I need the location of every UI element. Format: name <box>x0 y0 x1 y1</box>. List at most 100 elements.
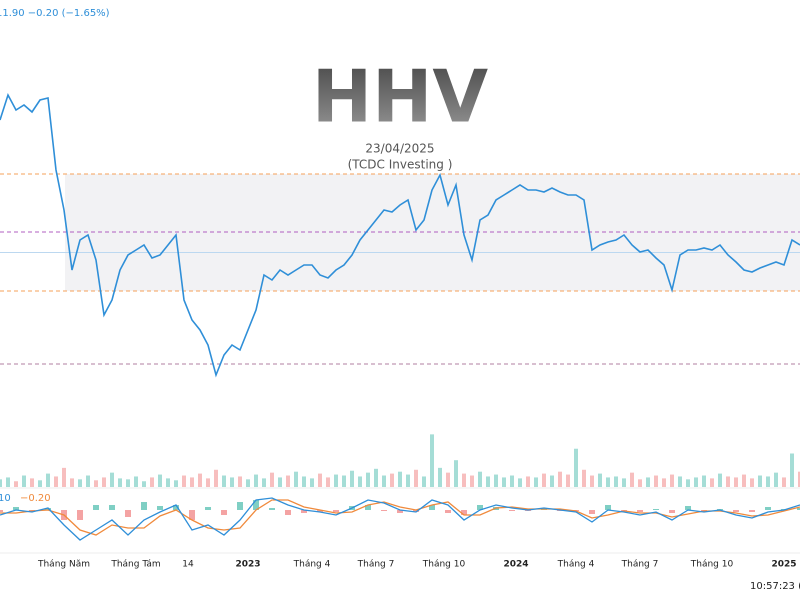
volume-bar <box>390 473 394 487</box>
volume-bar <box>790 453 794 487</box>
volume-bar <box>134 476 138 487</box>
volume-bar <box>430 434 434 487</box>
macd-histogram <box>397 510 403 513</box>
x-tick-label: Tháng Năm <box>37 560 90 570</box>
macd-histogram <box>797 508 800 510</box>
time-label: 10:57:23 (U <box>750 581 800 592</box>
volume-bar <box>614 476 618 487</box>
macd-line <box>0 497 800 541</box>
volume-bar <box>534 477 538 487</box>
macd-histogram <box>285 510 291 515</box>
volume-bar <box>286 475 290 487</box>
volume-bar <box>14 481 18 487</box>
macd-histogram <box>317 510 323 512</box>
macd-histogram <box>301 510 307 513</box>
volume-bar <box>46 473 50 487</box>
volume-bar <box>798 471 800 487</box>
volume-bar <box>606 477 610 487</box>
macd-histogram <box>45 508 51 510</box>
volume-bar <box>6 477 10 487</box>
x-tick-label: 2023 <box>235 560 260 570</box>
volume-bar <box>246 479 250 487</box>
x-tick-label: Tháng 7 <box>357 560 395 570</box>
macd-histogram <box>637 510 643 512</box>
macd-histogram <box>365 505 371 510</box>
volume-bar <box>30 478 34 487</box>
macd-histogram <box>221 510 227 515</box>
volume-bar <box>94 480 98 487</box>
watermark-date: 23/04/2025 <box>365 142 434 156</box>
volume-bar <box>302 476 306 487</box>
volume-bar <box>750 478 754 487</box>
volume-bar <box>438 467 442 487</box>
volume-bar <box>646 477 650 487</box>
volume-bar <box>0 479 2 487</box>
macd-histogram <box>685 506 691 510</box>
volume-bar <box>182 475 186 487</box>
macd-histogram <box>589 510 595 514</box>
volume-bar <box>150 477 154 487</box>
volume-bar <box>558 471 562 487</box>
signal-value: −0.20 <box>20 493 51 504</box>
macd-histogram <box>381 510 387 511</box>
watermark-symbol: HHV <box>312 55 489 139</box>
volume-bar <box>550 475 554 487</box>
volume-bar <box>486 476 490 487</box>
macd-histogram <box>669 510 675 513</box>
volume-bar <box>766 476 770 487</box>
volume-bar <box>222 475 226 487</box>
volume-bar <box>110 472 114 487</box>
x-tick-label: Tháng 10 <box>690 560 734 570</box>
volume-bar <box>270 472 274 487</box>
macd-histogram <box>93 505 99 510</box>
volume-bar <box>262 478 266 487</box>
x-tick-label: Tháng 4 <box>293 560 331 570</box>
volume-bar <box>334 474 338 487</box>
volume-bar <box>566 474 570 487</box>
macd-histogram <box>733 510 739 512</box>
volume-bar <box>278 477 282 487</box>
x-tick-label: 2024 <box>503 560 528 570</box>
volume-bar <box>678 476 682 487</box>
macd-histogram <box>237 502 243 510</box>
x-tick-label: 2025 <box>771 560 796 570</box>
x-tick-label: Tháng 4 <box>557 560 595 570</box>
macd-histogram <box>605 505 611 510</box>
volume-bar <box>694 477 698 487</box>
volume-bar <box>710 478 714 487</box>
volume-bar <box>62 467 66 487</box>
price-line-series <box>0 92 800 378</box>
volume-bar <box>494 474 498 487</box>
volume-bar <box>470 475 474 487</box>
volume-bar <box>734 477 738 487</box>
volume-bar <box>406 474 410 487</box>
volume-bar <box>214 469 218 487</box>
macd-histogram <box>765 507 771 510</box>
background <box>0 173 800 554</box>
volume-bar <box>358 476 362 487</box>
macd-histogram <box>429 505 435 510</box>
macd-histogram <box>0 510 3 512</box>
volume-bar <box>294 471 298 487</box>
volume-bar <box>54 476 58 487</box>
volume-bar <box>326 477 330 487</box>
volume-bar <box>318 473 322 487</box>
volume-bar <box>518 478 522 487</box>
signal-line <box>0 499 800 536</box>
volume-bar <box>190 477 194 487</box>
volume-bar <box>230 477 234 487</box>
volume-bar <box>102 477 106 487</box>
x-tick-label: Tháng 10 <box>422 560 466 570</box>
volume-bar <box>206 478 210 487</box>
volume-bar <box>774 472 778 487</box>
volume-bar <box>398 471 402 487</box>
macd-histogram <box>333 510 339 512</box>
volume-bar <box>638 479 642 487</box>
volume-bar <box>86 475 90 487</box>
range-band <box>65 174 800 291</box>
volume-bar <box>350 470 354 487</box>
x-tick-label: Tháng Tám <box>110 560 160 570</box>
volume-bar <box>654 475 658 487</box>
volume-bar <box>510 475 514 487</box>
